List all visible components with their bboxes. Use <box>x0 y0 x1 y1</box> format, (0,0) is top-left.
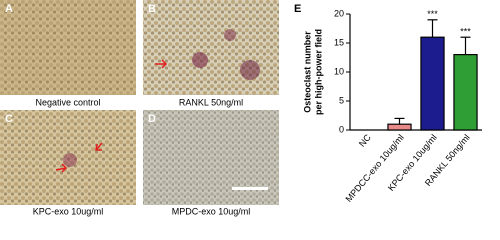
y-tick-label: 5 <box>339 95 344 105</box>
micrograph-d: D <box>143 110 279 205</box>
y-axis-label: per high-power field <box>313 29 323 115</box>
x-tick-label: MPDCC-exo 10ug/ml <box>344 132 406 204</box>
caption: RANKL 50ng/ml <box>179 97 243 107</box>
caption: KPC-exo 10ug/ml <box>33 206 104 216</box>
significance: *** <box>460 27 471 37</box>
caption: Negative control <box>35 97 100 107</box>
y-tick-label: 20 <box>334 8 344 18</box>
panel-letter: A <box>5 3 13 15</box>
panel-letter: E <box>294 3 301 15</box>
y-tick-label: 0 <box>339 124 344 134</box>
x-tick-label: NC <box>357 132 373 149</box>
panel-letter: B <box>148 3 156 15</box>
significance: *** <box>427 9 438 19</box>
y-tick-label: 15 <box>334 37 344 47</box>
panel-letter: C <box>5 113 13 125</box>
figure: A Negative control B RANKL 50ng/ml C KPC… <box>0 0 482 216</box>
bar <box>420 36 445 131</box>
micrograph-a: A <box>0 0 136 95</box>
y-tick-label: 10 <box>334 66 344 76</box>
caption: MPDC-exo 10ug/ml <box>172 206 251 216</box>
panel-letter: D <box>148 113 156 125</box>
micrograph-c: C <box>0 110 136 205</box>
micrograph-b: B <box>143 0 279 95</box>
bar <box>453 53 478 131</box>
bar <box>387 123 412 131</box>
y-axis-label: Osteoclast number <box>302 31 312 113</box>
